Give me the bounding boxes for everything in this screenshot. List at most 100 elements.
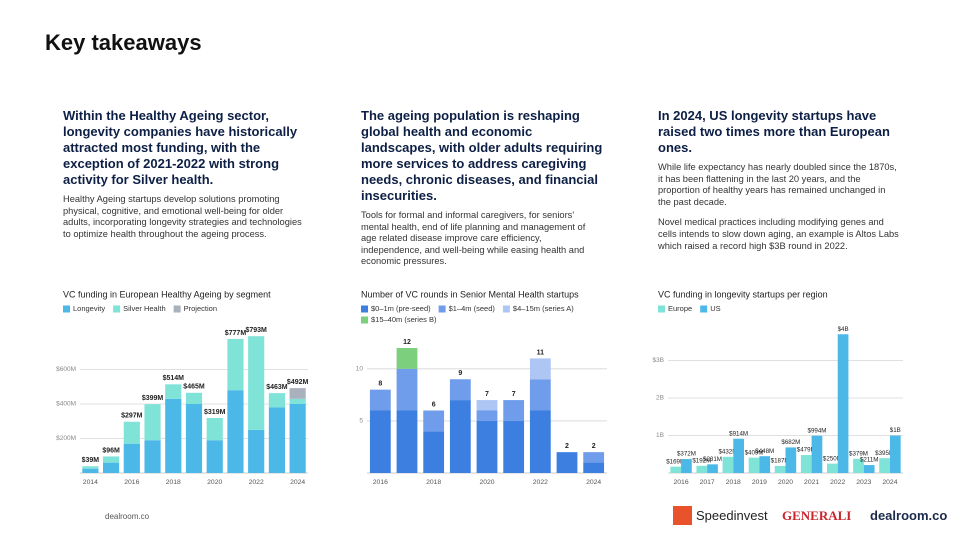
bar-segment	[529, 358, 551, 380]
bar	[733, 438, 744, 473]
value-label: $372M	[677, 451, 696, 458]
value-label: $1B	[890, 427, 901, 434]
x-tick-label: 2014	[83, 479, 98, 486]
total-label: 2	[565, 443, 569, 450]
chart-title: VC funding in longevity startups per reg…	[658, 289, 828, 299]
bar-segment	[449, 379, 471, 401]
total-label: $319M	[204, 409, 226, 416]
legend-swatch	[113, 305, 121, 313]
chart: Number of VC rounds in Senior Mental Hea…	[356, 289, 607, 486]
bar-segment	[227, 390, 244, 473]
y-tick-label: $400M	[56, 401, 76, 408]
legend-swatch	[361, 316, 368, 324]
x-tick-label: 2021	[804, 479, 819, 486]
total-label: 12	[403, 339, 411, 346]
bar	[827, 463, 838, 473]
slide-title: Key takeaways	[45, 30, 202, 55]
bar	[670, 466, 682, 473]
legend-swatch	[700, 305, 708, 313]
value-label: $479M	[797, 447, 816, 454]
bar-segment	[556, 452, 578, 473]
bar-segment	[144, 440, 161, 473]
value-label: $187M	[771, 458, 790, 465]
value-label: $432M	[718, 448, 737, 455]
bar-segment	[396, 348, 418, 369]
x-tick-label: 2017	[700, 479, 715, 486]
bar	[774, 465, 786, 473]
bar-segment	[529, 379, 551, 411]
legend-swatch	[658, 305, 665, 313]
bar-segment	[423, 431, 445, 473]
x-tick-label: 2018	[726, 479, 741, 486]
bar	[681, 459, 692, 473]
x-tick-label: 2024	[882, 479, 897, 486]
bar-segment	[476, 420, 498, 473]
bar-segment	[503, 400, 525, 421]
legend-label: $0–1m (pre-seed)	[371, 304, 431, 313]
x-tick-label: 2018	[426, 479, 441, 486]
bar-segment	[396, 368, 418, 411]
total-label: $463M	[266, 384, 288, 391]
total-label: 11	[537, 349, 545, 356]
column-body: Tools for formal and informal caregivers…	[361, 210, 586, 267]
column: Within the Healthy Ageing sector, longev…	[63, 108, 305, 249]
bar	[759, 456, 771, 473]
y-tick-label: 2B	[656, 395, 664, 402]
bar	[837, 334, 849, 473]
logo-icon	[673, 506, 692, 525]
bar-segment	[583, 462, 605, 473]
bar-segment	[503, 420, 525, 473]
value-label: $994M	[808, 427, 827, 434]
bar-segment	[206, 440, 223, 473]
bar-segment	[369, 410, 391, 473]
bar-segment	[82, 466, 99, 469]
legend-label: $1–4m (seed)	[449, 304, 496, 313]
bar-segment	[449, 400, 471, 473]
legend-swatch	[438, 305, 446, 313]
chart: VC funding in European Healthy Ageing by…	[56, 289, 309, 486]
bar-segment	[476, 410, 498, 421]
x-tick-label: 2019	[752, 479, 767, 486]
bar-segment	[227, 338, 244, 391]
x-tick-label: 2020	[778, 479, 793, 486]
bar-segment	[248, 336, 265, 430]
total-label: $297M	[121, 413, 143, 420]
bar-segment	[268, 407, 285, 473]
column-body: Healthy Ageing startups develop solution…	[63, 194, 302, 239]
legend-label: Silver Health	[123, 304, 166, 313]
bar-segment	[82, 468, 99, 473]
total-label: $492M	[287, 379, 309, 386]
value-label: $395M	[875, 450, 894, 457]
y-tick-label: 1B	[656, 432, 664, 439]
column-heading: In 2024, US longevity startups have rais…	[658, 108, 890, 155]
column-heading: The ageing population is reshaping globa…	[361, 108, 603, 203]
total-label: $465M	[183, 384, 205, 391]
x-tick-label: 2016	[373, 479, 388, 486]
value-label: $409M	[745, 449, 764, 456]
bar-segment	[103, 456, 120, 463]
legend-swatch	[63, 305, 70, 313]
x-tick-label: 2022	[533, 479, 548, 486]
value-label: $211M	[860, 457, 878, 464]
bar-segment	[268, 393, 285, 408]
column-body: Novel medical practices including modify…	[658, 217, 899, 251]
x-tick-label: 2016	[673, 479, 688, 486]
x-tick-label: 2020	[479, 479, 494, 486]
x-tick-label: 2016	[124, 479, 139, 486]
value-label: $231M	[703, 456, 722, 463]
y-tick-label: $200M	[56, 435, 76, 442]
bar	[696, 465, 708, 473]
bar-segment	[123, 421, 140, 444]
x-tick-label: 2018	[166, 479, 181, 486]
bar	[785, 447, 797, 473]
logo: Speedinvest	[696, 508, 768, 523]
legend-label: US	[710, 304, 720, 313]
footer-source: dealroom.co	[105, 512, 150, 521]
total-label: 9	[458, 370, 462, 377]
bar-segment	[289, 404, 306, 473]
bar	[707, 464, 718, 473]
bar-segment	[144, 404, 161, 441]
bar-segment	[206, 417, 223, 441]
legend-swatch	[361, 305, 368, 313]
